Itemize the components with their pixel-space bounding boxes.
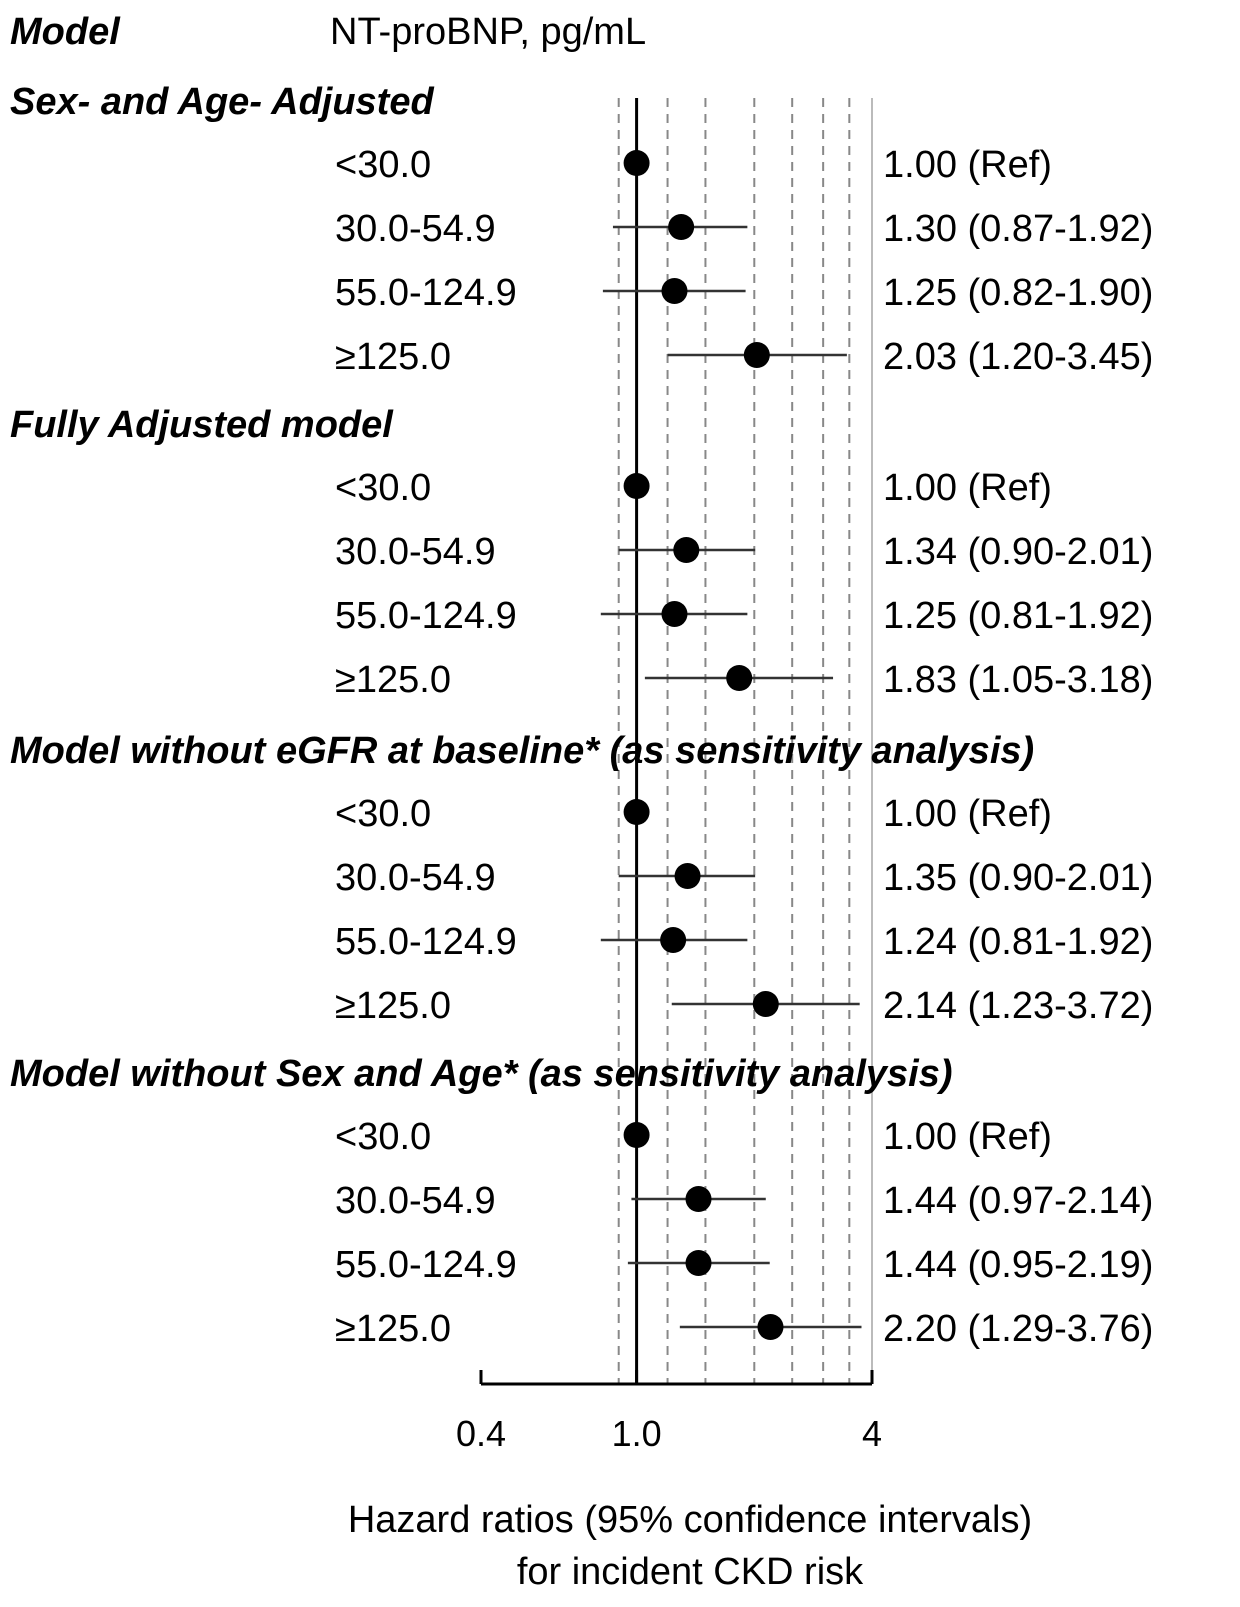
estimate-label: 1.00 (Ref) — [883, 793, 1052, 835]
point-estimate — [685, 1250, 712, 1276]
category-label: <30.0 — [335, 467, 431, 509]
point-estimate — [660, 927, 687, 953]
point-estimate — [726, 665, 753, 691]
estimate-label: 1.00 (Ref) — [883, 467, 1052, 509]
category-label: 30.0-54.9 — [335, 208, 496, 250]
estimate-label: 2.20 (1.29-3.76) — [883, 1308, 1153, 1350]
category-label: 30.0-54.9 — [335, 531, 496, 573]
estimate-label: 1.00 (Ref) — [883, 144, 1052, 186]
group-title: Fully Adjusted model — [10, 404, 394, 446]
group-title: Sex- and Age- Adjusted — [10, 81, 434, 123]
estimate-label: 1.25 (0.82-1.90) — [883, 272, 1153, 314]
category-label: <30.0 — [335, 793, 431, 835]
gridlines — [617, 98, 873, 1384]
category-label: ≥125.0 — [335, 985, 451, 1027]
point-estimate — [668, 214, 695, 240]
group-title: Model without Sex and Age* (as sensitivi… — [10, 1053, 953, 1095]
estimate-label: 1.44 (0.97-2.14) — [883, 1180, 1153, 1222]
x-tick-label: 1.0 — [612, 1413, 662, 1454]
point-estimate — [623, 473, 650, 499]
point-estimate — [623, 150, 650, 176]
x-tick-label: 4 — [862, 1413, 882, 1454]
estimate-label: 1.24 (0.81-1.92) — [883, 921, 1153, 963]
x-axis-title-line: for incident CKD risk — [517, 1551, 864, 1593]
category-label: 30.0-54.9 — [335, 857, 496, 899]
estimate-label: 1.35 (0.90-2.01) — [883, 857, 1153, 899]
forest-rows: Sex- and Age- Adjusted <30.0 1.00 (Ref) 30.… — [10, 81, 1153, 1350]
point-estimate — [661, 601, 688, 627]
category-label: <30.0 — [335, 1116, 431, 1158]
estimate-label: 2.14 (1.23-3.72) — [883, 985, 1153, 1027]
category-label: 30.0-54.9 — [335, 1180, 496, 1222]
exposure-column-header: NT-proBNP, pg/mL — [330, 11, 646, 53]
estimate-label: 1.34 (0.90-2.01) — [883, 531, 1153, 573]
point-estimate — [673, 537, 700, 563]
point-estimate — [743, 342, 770, 368]
category-label: ≥125.0 — [335, 1308, 451, 1350]
x-axis-title: Hazard ratios (95% confidence intervals)… — [348, 1499, 1032, 1593]
point-estimate — [623, 799, 650, 825]
category-label: <30.0 — [335, 144, 431, 186]
category-label: ≥125.0 — [335, 336, 451, 378]
group-title: Model without eGFR at baseline* (as sens… — [10, 730, 1034, 772]
model-column-header: Model — [10, 11, 121, 53]
estimate-label: 1.25 (0.81-1.92) — [883, 595, 1153, 637]
x-tick-label: 0.4 — [456, 1413, 506, 1454]
category-label: ≥125.0 — [335, 659, 451, 701]
estimate-label: 1.00 (Ref) — [883, 1116, 1052, 1158]
point-estimate — [674, 863, 701, 889]
point-estimate — [623, 1122, 650, 1148]
category-label: 55.0-124.9 — [335, 1244, 517, 1286]
estimate-label: 1.44 (0.95-2.19) — [883, 1244, 1153, 1286]
x-axis: 0.4 1.0 4 — [456, 1370, 882, 1454]
point-estimate — [661, 278, 688, 304]
point-estimate — [757, 1314, 784, 1340]
estimate-label: 2.03 (1.20-3.45) — [883, 336, 1153, 378]
estimate-label: 1.30 (0.87-1.92) — [883, 208, 1153, 250]
table-header: Model NT-proBNP, pg/mL — [10, 11, 646, 53]
x-axis-title-line: Hazard ratios (95% confidence intervals) — [348, 1499, 1032, 1541]
point-estimate — [752, 991, 779, 1017]
category-label: 55.0-124.9 — [335, 272, 517, 314]
category-label: 55.0-124.9 — [335, 595, 517, 637]
category-label: 55.0-124.9 — [335, 921, 517, 963]
point-estimate — [685, 1186, 712, 1212]
estimate-label: 1.83 (1.05-3.18) — [883, 659, 1153, 701]
